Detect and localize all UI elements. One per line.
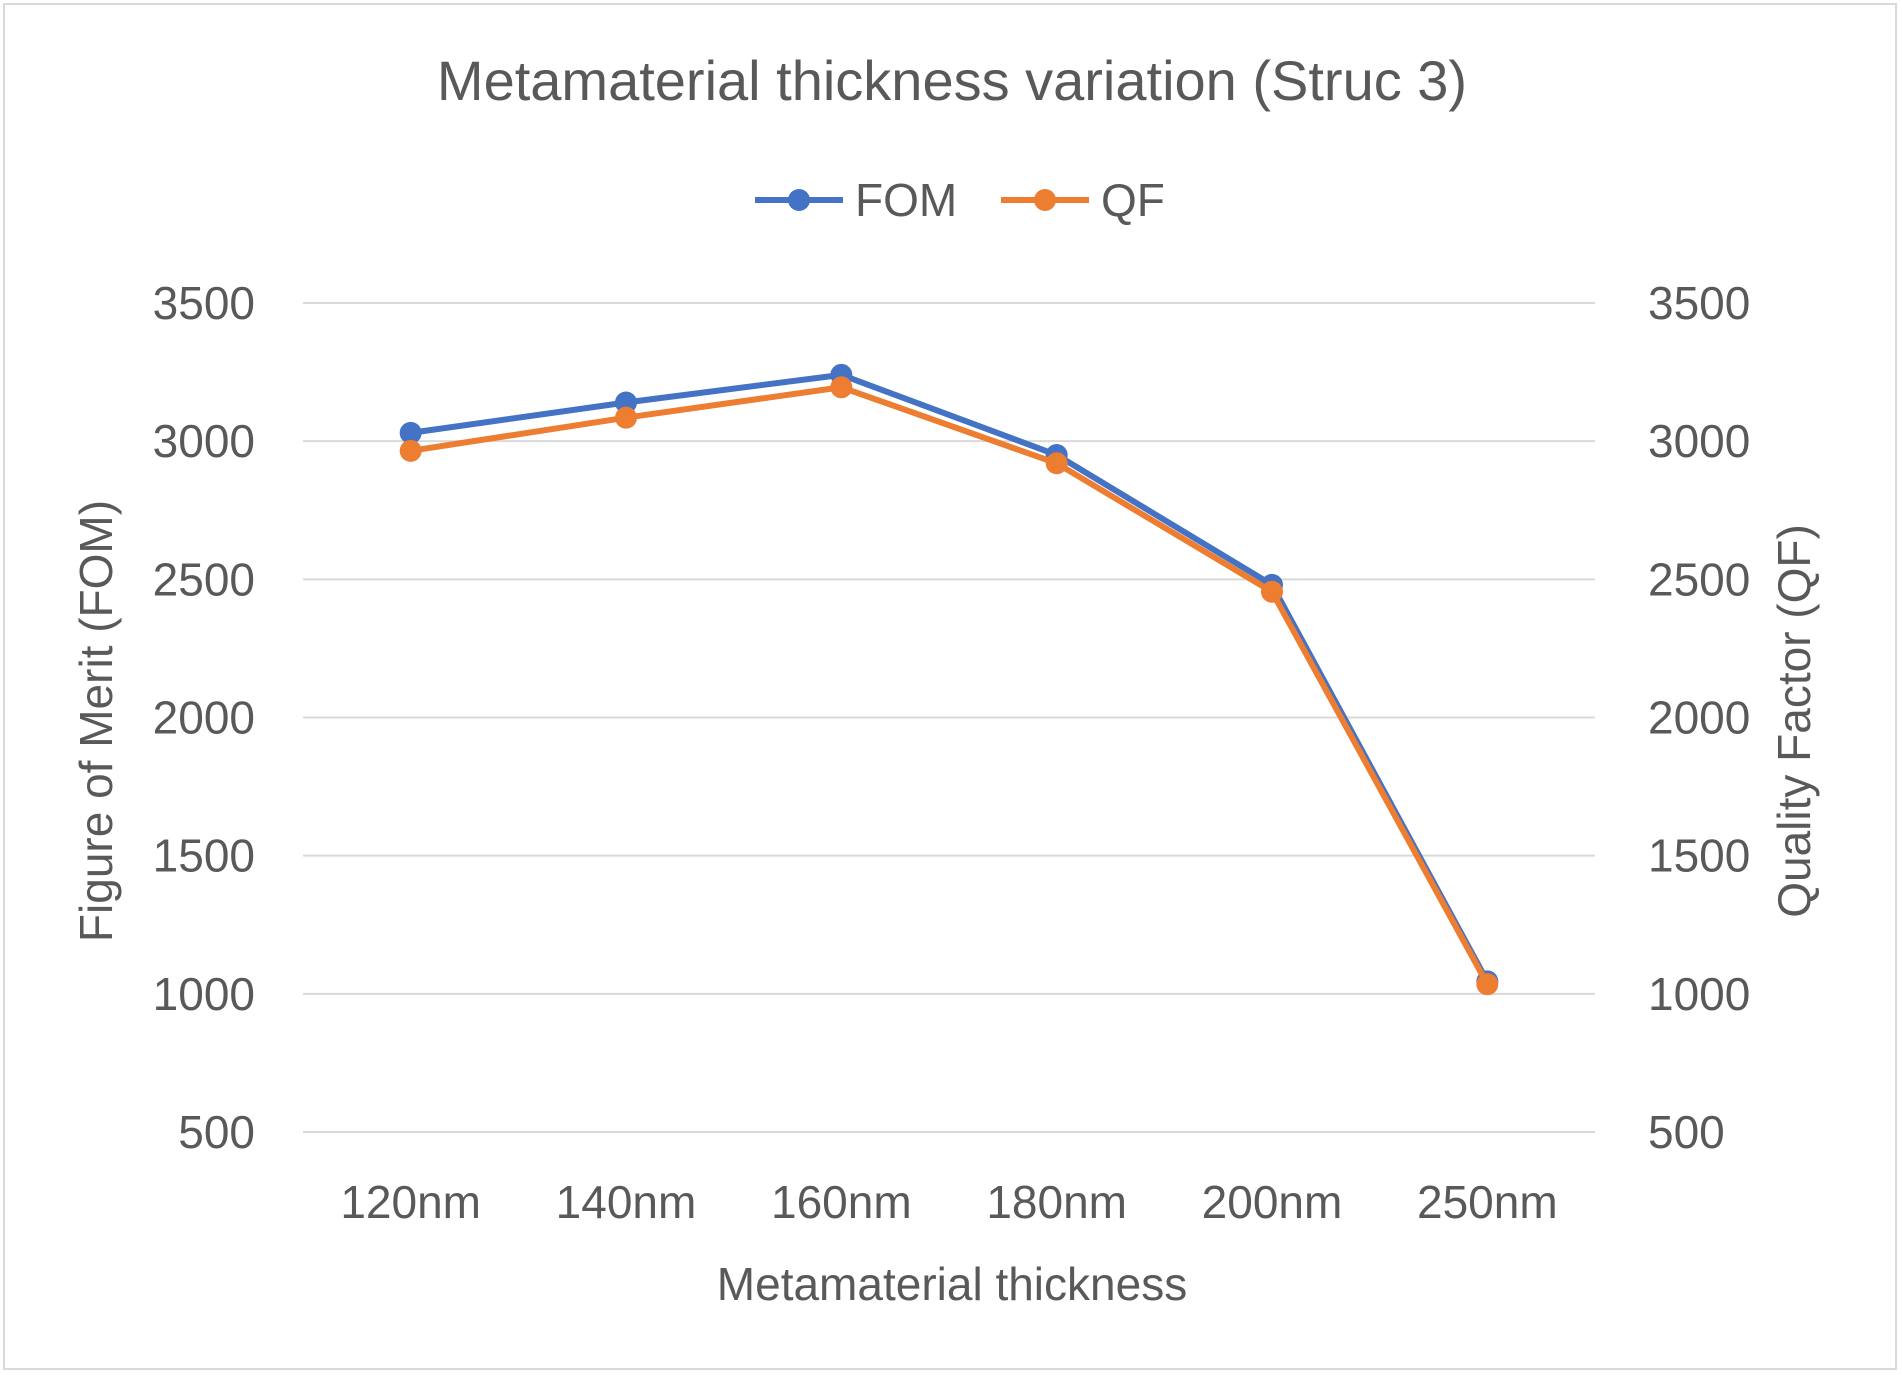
y-tick-label: 2500 bbox=[153, 553, 255, 605]
y2-tick-label: 1000 bbox=[1648, 968, 1750, 1020]
x-tick-label: 250nm bbox=[1417, 1176, 1558, 1228]
y-tick-label: 500 bbox=[178, 1106, 255, 1158]
legend-fom-label: FOM bbox=[855, 174, 957, 226]
chart-frame bbox=[3, 3, 1897, 1370]
y-axis-title: Figure of Merit (FOM) bbox=[70, 500, 122, 942]
x-tick-label: 180nm bbox=[986, 1176, 1127, 1228]
y2-tick-label: 500 bbox=[1648, 1106, 1725, 1158]
chart-title: Metamaterial thickness variation (Struc … bbox=[437, 49, 1467, 112]
gridlines bbox=[303, 302, 1595, 1133]
y2-tick-label: 3000 bbox=[1648, 415, 1750, 467]
series-qf bbox=[399, 376, 1499, 996]
data-point-fom bbox=[399, 421, 422, 444]
y-tick-label: 1000 bbox=[153, 968, 255, 1020]
x-tick-label: 120nm bbox=[340, 1176, 481, 1228]
legend-qf-label: QF bbox=[1101, 174, 1165, 226]
x-tick-label: 140nm bbox=[556, 1176, 697, 1228]
y-tick-label: 1500 bbox=[153, 830, 255, 882]
data-point-qf bbox=[1045, 452, 1068, 475]
series-line-qf bbox=[410, 384, 1490, 986]
y2-axis-title: Quality Factor (QF) bbox=[1768, 524, 1820, 918]
data-point-qf bbox=[1261, 580, 1283, 603]
legend: FOM QF bbox=[755, 174, 1165, 226]
y2-axis-ticks: 500 1000 1500 2000 2500 3000 3500 bbox=[1648, 277, 1750, 1158]
x-axis-title: Metamaterial thickness bbox=[717, 1258, 1187, 1310]
y2-tick-label: 1500 bbox=[1648, 830, 1750, 882]
y-tick-label: 2000 bbox=[153, 692, 255, 744]
x-axis-ticks: 120nm 140nm 160nm 180nm 200nm 250nm bbox=[340, 1176, 1557, 1228]
y-tick-label: 3000 bbox=[153, 415, 255, 467]
legend-item-qf: QF bbox=[1001, 174, 1165, 226]
x-tick-label: 200nm bbox=[1202, 1176, 1343, 1228]
data-point-qf bbox=[399, 439, 422, 462]
data-point-qf bbox=[1476, 973, 1499, 996]
legend-item-fom: FOM bbox=[755, 174, 957, 226]
y2-tick-label: 2000 bbox=[1648, 692, 1750, 744]
y2-tick-label: 2500 bbox=[1648, 553, 1750, 605]
x-tick-label: 160nm bbox=[771, 1176, 912, 1228]
data-point-fom bbox=[615, 391, 637, 414]
series-fom bbox=[399, 363, 1499, 993]
y-tick-label: 3500 bbox=[153, 277, 255, 329]
legend-fom-marker bbox=[788, 189, 810, 211]
data-point-qf bbox=[615, 406, 637, 429]
legend-qf-marker bbox=[1034, 189, 1056, 211]
y-axis-ticks: 500 1000 1500 2000 2500 3000 3500 bbox=[153, 277, 255, 1158]
series-lines bbox=[399, 363, 1499, 996]
y2-tick-label: 3500 bbox=[1648, 277, 1750, 329]
series-line-fom bbox=[410, 371, 1490, 983]
data-point-qf bbox=[830, 376, 853, 399]
